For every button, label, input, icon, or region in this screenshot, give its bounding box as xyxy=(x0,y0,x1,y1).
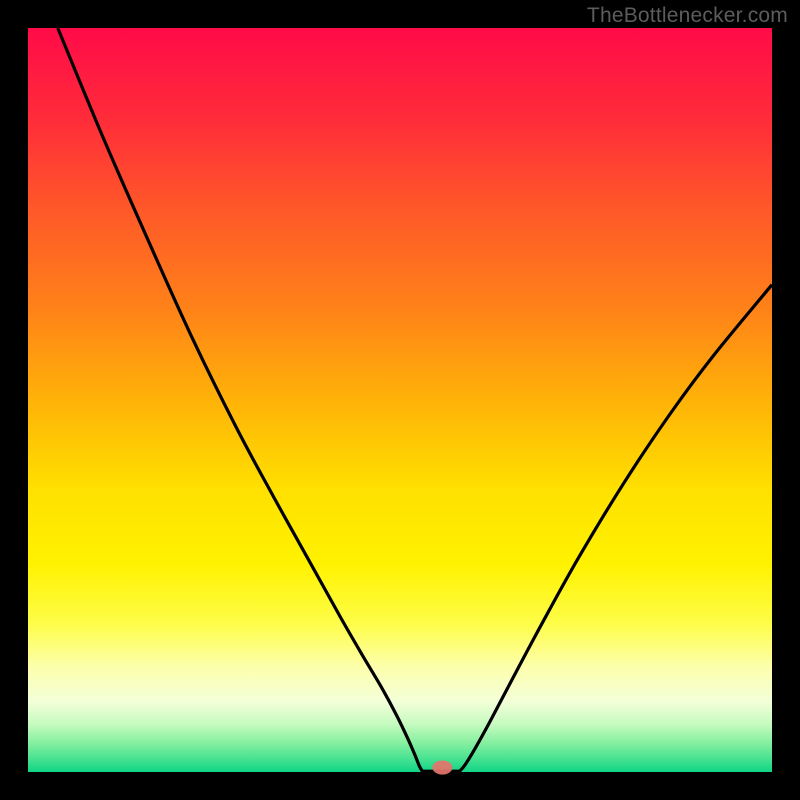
chart-frame: { "watermark": { "text": "TheBottlenecke… xyxy=(0,0,800,800)
bottleneck-chart xyxy=(0,0,800,800)
optimal-marker xyxy=(432,760,452,774)
gradient-background xyxy=(28,28,772,772)
